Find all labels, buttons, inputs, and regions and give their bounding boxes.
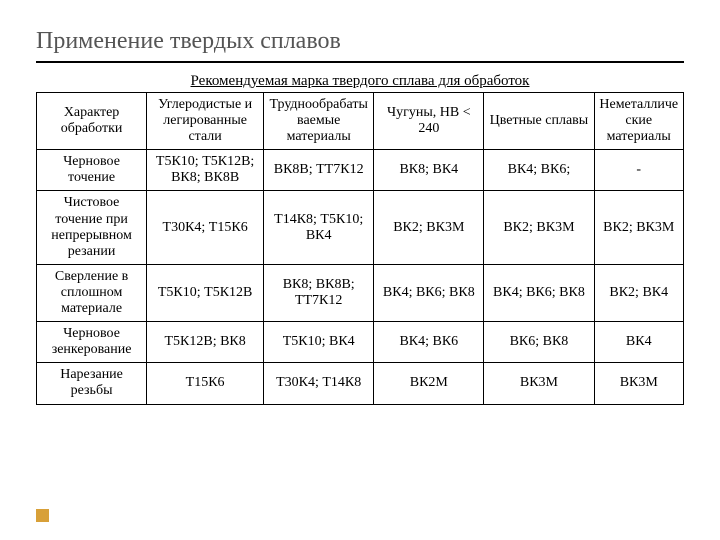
cell: Т5К10; Т5К12В xyxy=(147,264,264,321)
cell: ВК4; ВК6; ВК8 xyxy=(374,264,484,321)
cell: ВК4; ВК6; xyxy=(484,150,594,191)
table-row: Чистовое точение при непрерывном резании… xyxy=(37,191,684,264)
cell: Т5К10; Т5К12В; ВК8; ВК8В xyxy=(147,150,264,191)
cell: ВК3М xyxy=(484,363,594,404)
table-row: Нарезание резьбы Т15К6 Т30К4; Т14К8 ВК2М… xyxy=(37,363,684,404)
row-label: Черновое зенкерование xyxy=(37,322,147,363)
row-label: Черновое точение xyxy=(37,150,147,191)
cell: ВК2; ВК3М xyxy=(374,191,484,264)
cell: ВК2; ВК3М xyxy=(594,191,684,264)
table-subheading: Рекомендуемая марка твердого сплава для … xyxy=(36,73,684,90)
table-row: Черновое зенкерование Т5К12В; ВК8 Т5К10;… xyxy=(37,322,684,363)
header-col-1: Труднообрабатываемые материалы xyxy=(264,93,374,150)
table-header-row: Характер обработки Углеродистые и легиро… xyxy=(37,93,684,150)
cell: ВК3М xyxy=(594,363,684,404)
cell: ВК2; ВК3М xyxy=(484,191,594,264)
cell: ВК8; ВК4 xyxy=(374,150,484,191)
cell: ВК6; ВК8 xyxy=(484,322,594,363)
header-rowlabel: Характер обработки xyxy=(37,93,147,150)
row-label: Сверление в сплошном материале xyxy=(37,264,147,321)
header-col-2: Чугуны, НВ < 240 xyxy=(374,93,484,150)
header-col-0: Углеродистые и легированные стали xyxy=(147,93,264,150)
cell: Т30К4; Т15К6 xyxy=(147,191,264,264)
slide: Применение твердых сплавов Рекомендуемая… xyxy=(0,0,720,540)
header-col-4: Неметаллические материалы xyxy=(594,93,684,150)
cell: ВК8; ВК8В; ТТ7К12 xyxy=(264,264,374,321)
cell: Т15К6 xyxy=(147,363,264,404)
cell: Т5К10; ВК4 xyxy=(264,322,374,363)
cell: ВК4; ВК6; ВК8 xyxy=(484,264,594,321)
cell: ВК4; ВК6 xyxy=(374,322,484,363)
alloy-table: Характер обработки Углеродистые и легиро… xyxy=(36,92,684,405)
cell: Т30К4; Т14К8 xyxy=(264,363,374,404)
cell: ВК8В; ТТ7К12 xyxy=(264,150,374,191)
header-col-3: Цветные сплавы xyxy=(484,93,594,150)
page-title: Применение твердых сплавов xyxy=(36,28,684,55)
cell: Т14К8; Т5К10; ВК4 xyxy=(264,191,374,264)
cell: ВК4 xyxy=(594,322,684,363)
row-label: Чистовое точение при непрерывном резании xyxy=(37,191,147,264)
row-label: Нарезание резьбы xyxy=(37,363,147,404)
table-row: Черновое точение Т5К10; Т5К12В; ВК8; ВК8… xyxy=(37,150,684,191)
cell: Т5К12В; ВК8 xyxy=(147,322,264,363)
cell: - xyxy=(594,150,684,191)
cell: ВК2; ВК4 xyxy=(594,264,684,321)
table-row: Сверление в сплошном материале Т5К10; Т5… xyxy=(37,264,684,321)
accent-square-icon xyxy=(36,509,49,522)
cell: ВК2М xyxy=(374,363,484,404)
title-underline xyxy=(36,61,684,63)
